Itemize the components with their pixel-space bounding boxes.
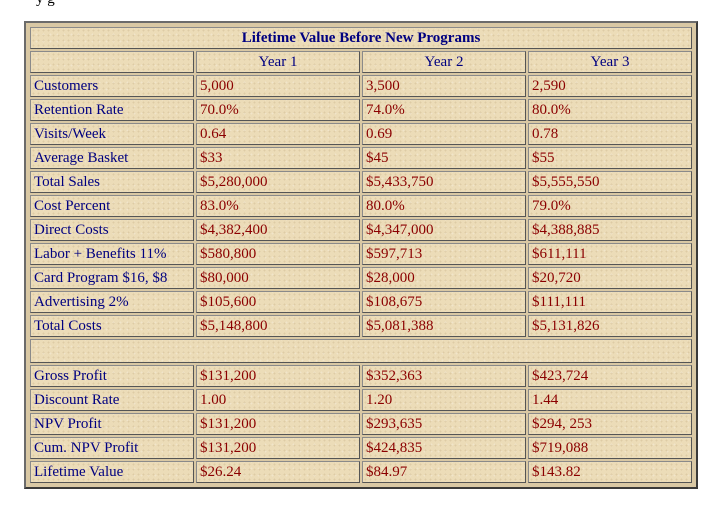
header-row: Year 1 Year 2 Year 3 (30, 51, 692, 73)
value-cell-year-3: $20,720 (528, 267, 692, 289)
value-cell-year-3: $111,111 (528, 291, 692, 313)
row-label: Direct Costs (30, 219, 194, 241)
value-cell-year-2: $4,347,000 (362, 219, 526, 241)
value-cell-year-1: $26.24 (196, 461, 360, 483)
value-cell-year-1: $4,382,400 (196, 219, 360, 241)
table-title: Lifetime Value Before New Programs (30, 27, 692, 49)
table-row: Retention Rate 70.0% 74.0% 80.0% (30, 99, 692, 121)
table-row: Total Costs $5,148,800 $5,081,388 $5,131,82… (30, 315, 692, 337)
value-cell-year-2: 3,500 (362, 75, 526, 97)
spacer-cell (30, 339, 692, 363)
row-label: Customers (30, 75, 194, 97)
table-row: Cum. NPV Profit $131,200 $424,835 $719,088 (30, 437, 692, 459)
value-cell-year-3: $143.82 (528, 461, 692, 483)
value-cell-year-1: $105,600 (196, 291, 360, 313)
row-label: Total Sales (30, 171, 194, 193)
value-cell-year-2: $5,433,750 (362, 171, 526, 193)
header-year-2: Year 2 (362, 51, 526, 73)
value-cell-year-1: $80,000 (196, 267, 360, 289)
value-cell-year-3: 1.44 (528, 389, 692, 411)
value-cell-year-3: $4,388,885 (528, 219, 692, 241)
value-cell-year-1: 0.64 (196, 123, 360, 145)
spacer-row (30, 339, 692, 363)
table-row: Visits/Week 0.64 0.69 0.78 (30, 123, 692, 145)
value-cell-year-3: $719,088 (528, 437, 692, 459)
value-cell-year-2: 74.0% (362, 99, 526, 121)
value-cell-year-1: 1.00 (196, 389, 360, 411)
value-cell-year-3: $294, 253 (528, 413, 692, 435)
value-cell-year-3: 79.0% (528, 195, 692, 217)
value-cell-year-1: $131,200 (196, 437, 360, 459)
value-cell-year-3: $5,131,826 (528, 315, 692, 337)
value-cell-year-2: $597,713 (362, 243, 526, 265)
table-row: Direct Costs $4,382,400 $4,347,000 $4,388,8… (30, 219, 692, 241)
row-label: Average Basket (30, 147, 194, 169)
header-cell-empty (30, 51, 194, 73)
value-cell-year-1: 5,000 (196, 75, 360, 97)
value-cell-year-1: $5,148,800 (196, 315, 360, 337)
table-row: Labor + Benefits 11% $580,800 $597,713 $611… (30, 243, 692, 265)
value-cell-year-3: 80.0% (528, 99, 692, 121)
value-cell-year-3: $423,724 (528, 365, 692, 387)
table-row: Cost Percent 83.0% 80.0% 79.0% (30, 195, 692, 217)
lifetime-value-table: Lifetime Value Before New Programs Year … (24, 21, 698, 489)
row-label: Discount Rate (30, 389, 194, 411)
value-cell-year-2: $84.97 (362, 461, 526, 483)
value-cell-year-2: $293,635 (362, 413, 526, 435)
table-row: Total Sales $5,280,000 $5,433,750 $5,555,55… (30, 171, 692, 193)
row-label: NPV Profit (30, 413, 194, 435)
row-label: Card Program $16, $8 (30, 267, 194, 289)
value-cell-year-1: $5,280,000 (196, 171, 360, 193)
title-row: Lifetime Value Before New Programs (30, 27, 692, 49)
table-row: Card Program $16, $8 $80,000 $28,000 $20,72… (30, 267, 692, 289)
value-cell-year-2: 0.69 (362, 123, 526, 145)
value-cell-year-1: 83.0% (196, 195, 360, 217)
table-row: Gross Profit $131,200 $352,363 $423,724 (30, 365, 692, 387)
header-year-1: Year 1 (196, 51, 360, 73)
value-cell-year-2: 1.20 (362, 389, 526, 411)
row-label: Advertising 2% (30, 291, 194, 313)
value-cell-year-2: $28,000 (362, 267, 526, 289)
table-row: Advertising 2% $105,600 $108,675 $111,111 (30, 291, 692, 313)
table-row: NPV Profit $131,200 $293,635 $294, 253 (30, 413, 692, 435)
value-cell-year-2: 80.0% (362, 195, 526, 217)
value-cell-year-2: $5,081,388 (362, 315, 526, 337)
value-cell-year-2: $45 (362, 147, 526, 169)
table-row: Customers 5,000 3,500 2,590 (30, 75, 692, 97)
value-cell-year-3: 0.78 (528, 123, 692, 145)
value-cell-year-2: $108,675 (362, 291, 526, 313)
row-label: Lifetime Value (30, 461, 194, 483)
row-label: Labor + Benefits 11% (30, 243, 194, 265)
value-cell-year-2: $352,363 (362, 365, 526, 387)
table-row: Discount Rate 1.00 1.20 1.44 (30, 389, 692, 411)
header-year-3: Year 3 (528, 51, 692, 73)
value-cell-year-3: $5,555,550 (528, 171, 692, 193)
value-cell-year-3: $55 (528, 147, 692, 169)
row-label: Total Costs (30, 315, 194, 337)
table-row: Lifetime Value $26.24 $84.97 $143.82 (30, 461, 692, 483)
row-label: Visits/Week (30, 123, 194, 145)
value-cell-year-2: $424,835 (362, 437, 526, 459)
value-cell-year-1: $33 (196, 147, 360, 169)
row-label: Cost Percent (30, 195, 194, 217)
value-cell-year-3: $611,111 (528, 243, 692, 265)
table-row: Average Basket $33 $45 $55 (30, 147, 692, 169)
row-label: Cum. NPV Profit (30, 437, 194, 459)
clipped-top-text: y g (36, 0, 55, 8)
data-table: Lifetime Value Before New Programs Year … (28, 25, 694, 485)
value-cell-year-1: 70.0% (196, 99, 360, 121)
value-cell-year-1: $131,200 (196, 365, 360, 387)
value-cell-year-1: $131,200 (196, 413, 360, 435)
value-cell-year-3: 2,590 (528, 75, 692, 97)
row-label: Gross Profit (30, 365, 194, 387)
row-label: Retention Rate (30, 99, 194, 121)
value-cell-year-1: $580,800 (196, 243, 360, 265)
